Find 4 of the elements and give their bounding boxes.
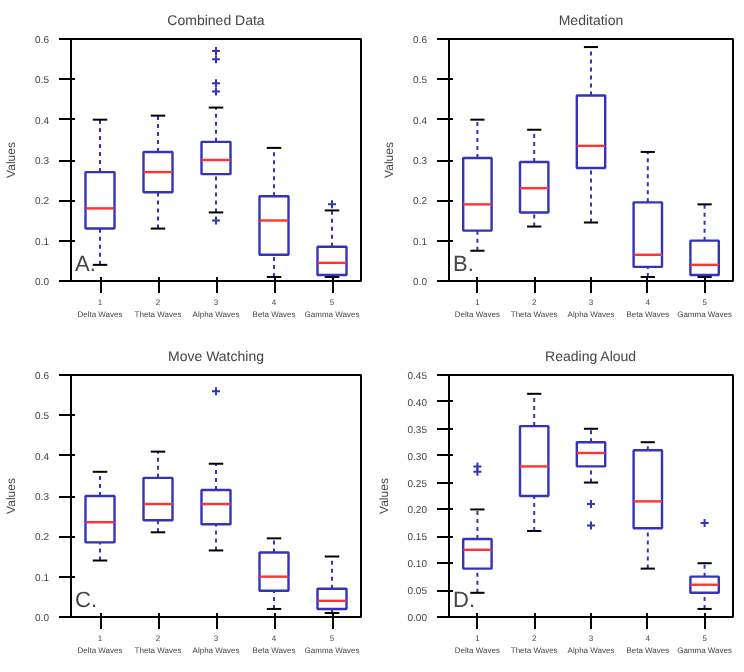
annotation: A. — [75, 253, 96, 277]
annotation: C. — [75, 589, 97, 613]
annotation: D. — [453, 589, 475, 613]
annotation: B. — [453, 253, 474, 277]
